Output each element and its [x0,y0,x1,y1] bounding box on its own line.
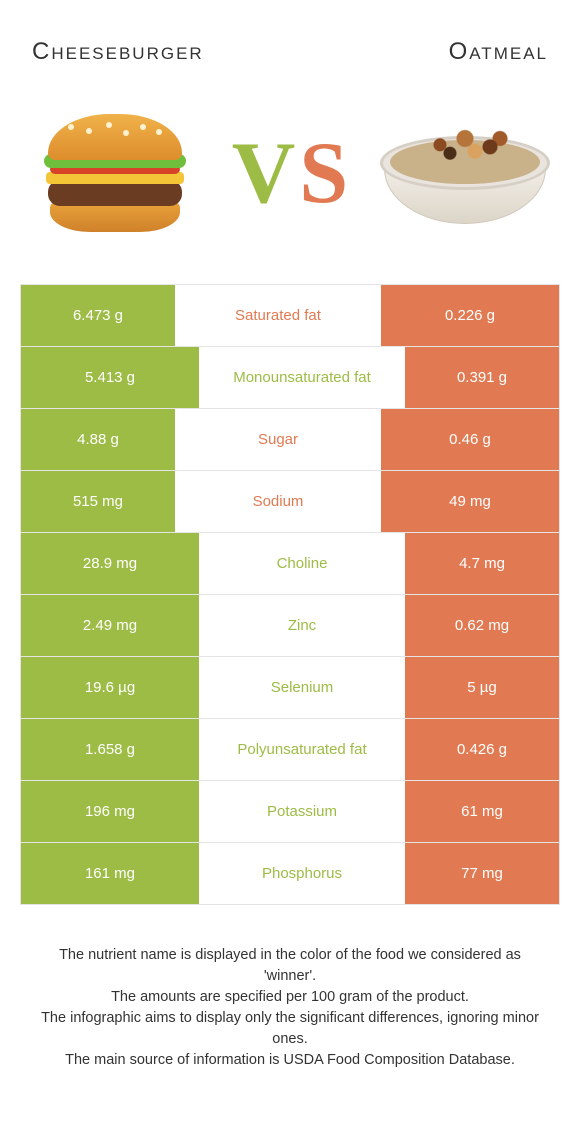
table-row: 2.49 mgZinc0.62 mg [21,595,559,657]
left-value-cell: 28.9 mg [21,533,199,594]
table-row: 161 mgPhosphorus77 mg [21,843,559,905]
right-value-cell: 5 µg [405,657,559,718]
left-food-title: Cheeseburger [32,38,204,66]
right-value-cell: 4.7 mg [405,533,559,594]
vs-label: V S [232,130,349,218]
right-value-cell: 0.46 g [381,409,559,470]
right-food-title: Oatmeal [449,38,548,66]
right-value-cell: 77 mg [405,843,559,904]
table-row: 196 mgPotassium61 mg [21,781,559,843]
right-value-cell: 0.391 g [405,347,559,408]
left-value-cell: 515 mg [21,471,175,532]
nutrient-label-cell: Potassium [199,781,405,842]
nutrient-label-cell: Sugar [175,409,381,470]
footnotes: The nutrient name is displayed in the co… [20,905,560,1071]
nutrient-label-cell: Polyunsaturated fat [199,719,405,780]
nutrient-label-cell: Phosphorus [199,843,405,904]
right-value-cell: 0.426 g [405,719,559,780]
right-value-cell: 0.62 mg [405,595,559,656]
nutrient-label-cell: Saturated fat [175,285,381,346]
left-value-cell: 161 mg [21,843,199,904]
right-value-cell: 61 mg [405,781,559,842]
footnote-line: The amounts are specified per 100 gram o… [34,987,546,1008]
nutrient-label-cell: Monounsaturated fat [199,347,405,408]
right-value-cell: 0.226 g [381,285,559,346]
footnote-line: The main source of information is USDA F… [34,1050,546,1071]
left-value-cell: 19.6 µg [21,657,199,718]
left-value-cell: 1.658 g [21,719,199,780]
nutrient-comparison-table: 6.473 gSaturated fat0.226 g5.413 gMonoun… [20,284,560,905]
left-value-cell: 6.473 g [21,285,175,346]
left-value-cell: 5.413 g [21,347,199,408]
nutrient-label-cell: Choline [199,533,405,594]
footnote-line: The infographic aims to display only the… [34,1008,546,1050]
left-value-cell: 2.49 mg [21,595,199,656]
left-value-cell: 4.88 g [21,409,175,470]
cheeseburger-illustration [30,104,200,244]
table-row: 4.88 gSugar0.46 g [21,409,559,471]
oatmeal-illustration [380,104,550,244]
footnote-line: The nutrient name is displayed in the co… [34,945,546,987]
table-row: 5.413 gMonounsaturated fat0.391 g [21,347,559,409]
title-row: Cheeseburger Oatmeal [20,18,560,74]
hero-row: V S [20,74,560,284]
vs-v-letter: V [232,130,296,218]
table-row: 19.6 µgSelenium5 µg [21,657,559,719]
nutrient-label-cell: Zinc [199,595,405,656]
right-value-cell: 49 mg [381,471,559,532]
left-value-cell: 196 mg [21,781,199,842]
table-row: 515 mgSodium49 mg [21,471,559,533]
nutrient-label-cell: Sodium [175,471,381,532]
comparison-infographic: Cheeseburger Oatmeal V S [0,0,580,1144]
table-row: 6.473 gSaturated fat0.226 g [21,285,559,347]
vs-s-letter: S [299,130,348,218]
table-row: 28.9 mgCholine4.7 mg [21,533,559,595]
nutrient-label-cell: Selenium [199,657,405,718]
table-row: 1.658 gPolyunsaturated fat0.426 g [21,719,559,781]
